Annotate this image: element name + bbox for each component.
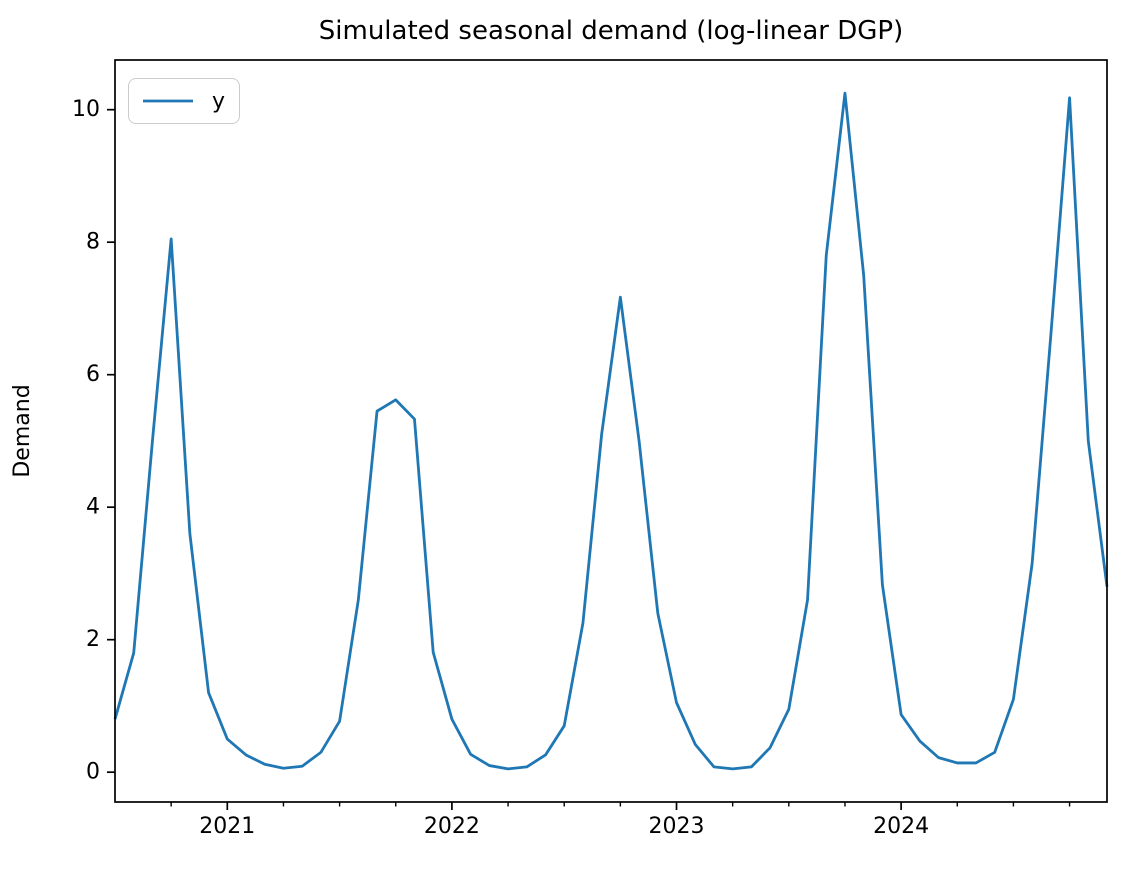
x-tick-label: 2022 — [424, 814, 480, 839]
y-tick-label: 10 — [72, 97, 100, 122]
y-tick-label: 8 — [86, 230, 100, 255]
chart-title: Simulated seasonal demand (log-linear DG… — [318, 16, 904, 46]
y-axis-label: Demand — [10, 384, 35, 477]
x-tick-label: 2021 — [199, 814, 255, 839]
y-tick-label: 0 — [86, 760, 100, 785]
x-tick-label: 2023 — [649, 814, 705, 839]
y-tick-label: 2 — [86, 627, 100, 652]
series-line-y — [113, 91, 1109, 771]
x-tick-label: 2024 — [873, 814, 929, 839]
y-tick-label: 6 — [86, 362, 100, 387]
legend-entry-label: y — [212, 88, 226, 114]
legend: y — [128, 78, 241, 124]
plot-frame — [114, 59, 1108, 803]
y-tick-label: 4 — [86, 495, 100, 520]
legend-line-swatch-icon — [143, 99, 193, 103]
